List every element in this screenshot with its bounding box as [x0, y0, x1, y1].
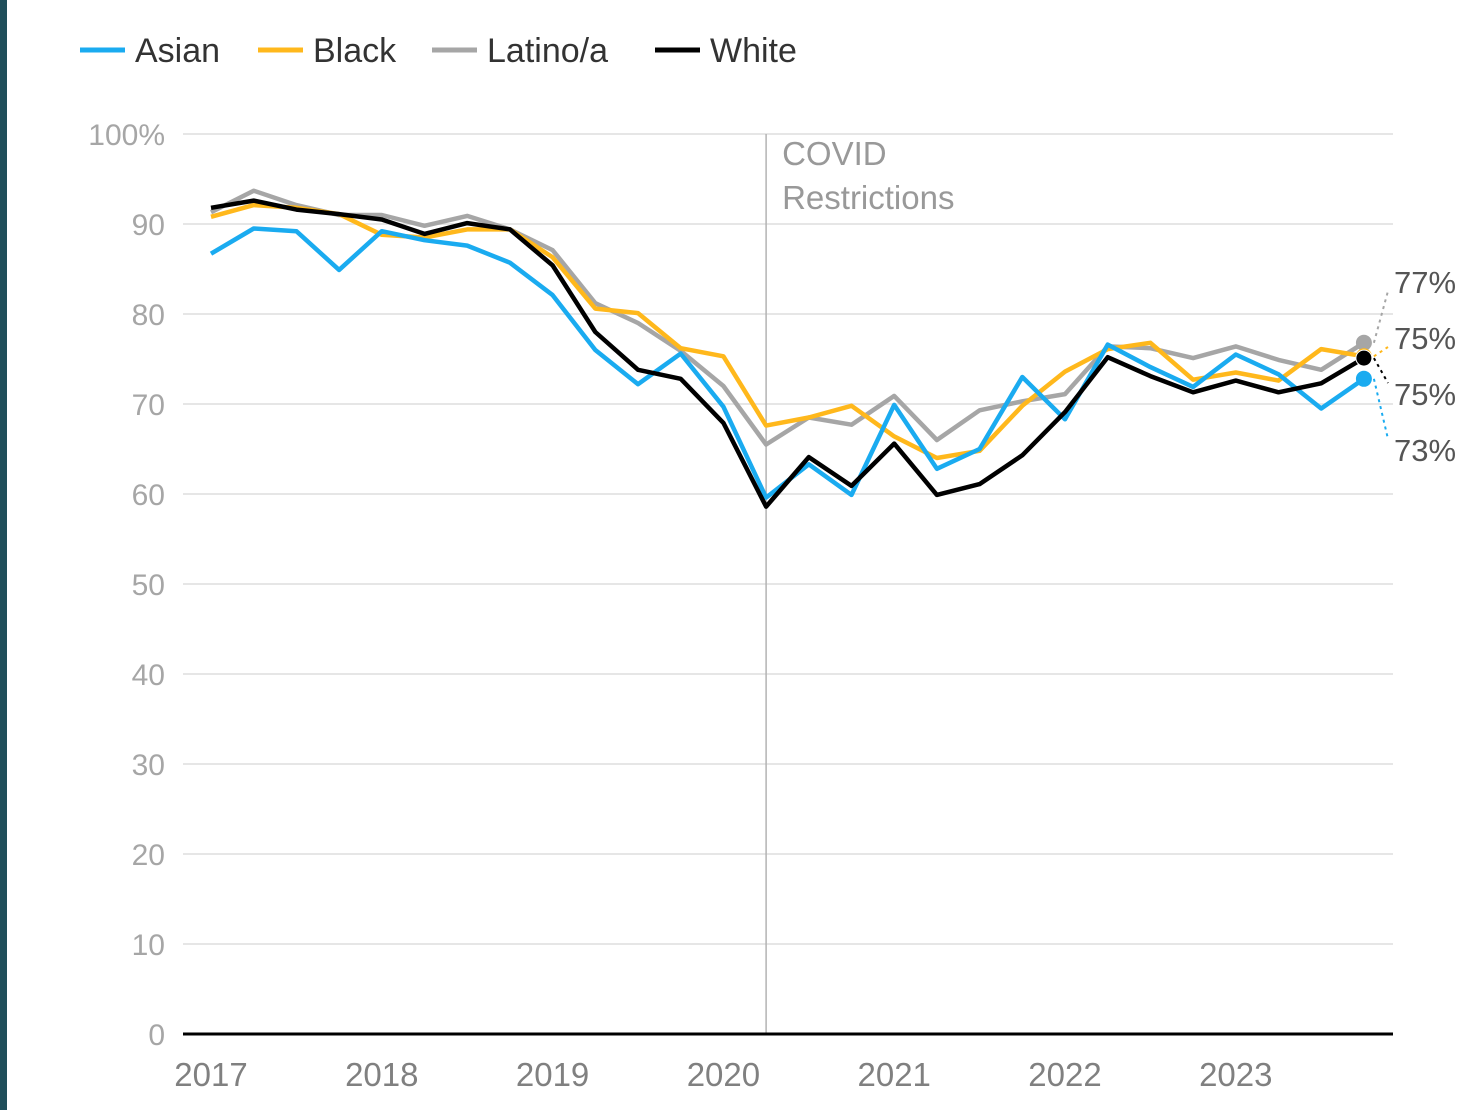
y-tick-label: 80 [132, 299, 165, 332]
end-value-label: 73% [1394, 433, 1456, 468]
legend-label-0: Asian [135, 32, 220, 70]
end-leader-line [1372, 290, 1389, 344]
x-tick-label: 2018 [345, 1056, 418, 1093]
x-tick-label: 2019 [516, 1056, 589, 1093]
legend-label-3: White [710, 32, 797, 70]
y-tick-label: 90 [132, 209, 165, 242]
grid-lines [183, 133, 1393, 945]
x-tick-label: 2017 [174, 1056, 247, 1093]
end-leader-line [1372, 378, 1389, 440]
end-point-marker [1355, 349, 1373, 367]
y-tick-label: 20 [132, 839, 165, 872]
end-leader-line [1373, 357, 1389, 384]
end-value-label: 75% [1394, 377, 1456, 412]
covid-annotation: COVID Restrictions [765, 134, 954, 1034]
y-tick-label: 100% [88, 119, 165, 152]
legend-label-1: Black [313, 32, 397, 70]
y-tick-label: 50 [132, 569, 165, 602]
y-tick-label: 0 [148, 1019, 165, 1052]
x-tick-label: 2023 [1199, 1056, 1272, 1093]
series-line-latinoa [209, 188, 1366, 447]
end-labels: 77% 75% 73% 75% [1355, 265, 1456, 468]
end-point-marker [1355, 370, 1372, 387]
y-axis-ticks: 0 10 20 30 40 50 60 70 80 90 100% [88, 119, 165, 1052]
legend-label-2: Latino/a [487, 32, 608, 70]
y-tick-label: 40 [132, 659, 165, 692]
series-lines [209, 188, 1366, 509]
series-line-black [210, 202, 1365, 461]
y-tick-label: 70 [132, 389, 165, 422]
x-tick-label: 2020 [687, 1056, 760, 1093]
y-tick-label: 10 [132, 929, 165, 962]
x-axis-ticks: 2017 2018 2019 2020 2021 2022 2023 [174, 1056, 1272, 1093]
x-tick-label: 2022 [1028, 1056, 1101, 1093]
y-tick-label: 60 [132, 479, 165, 512]
series-line-white [210, 198, 1366, 509]
legend: Asian Black Latino/a White [80, 32, 797, 70]
y-tick-label: 30 [132, 749, 165, 782]
end-value-label: 75% [1394, 321, 1456, 356]
window-edge-bar [0, 0, 7, 1110]
x-tick-label: 2021 [857, 1056, 930, 1093]
end-value-label: 77% [1394, 265, 1456, 300]
end-leader-line [1373, 346, 1389, 358]
end-point-marker [1355, 334, 1372, 351]
series-line-asian [209, 226, 1366, 500]
covid-annotation-text: Restrictions [782, 179, 954, 216]
covid-annotation-text: COVID [782, 135, 887, 172]
